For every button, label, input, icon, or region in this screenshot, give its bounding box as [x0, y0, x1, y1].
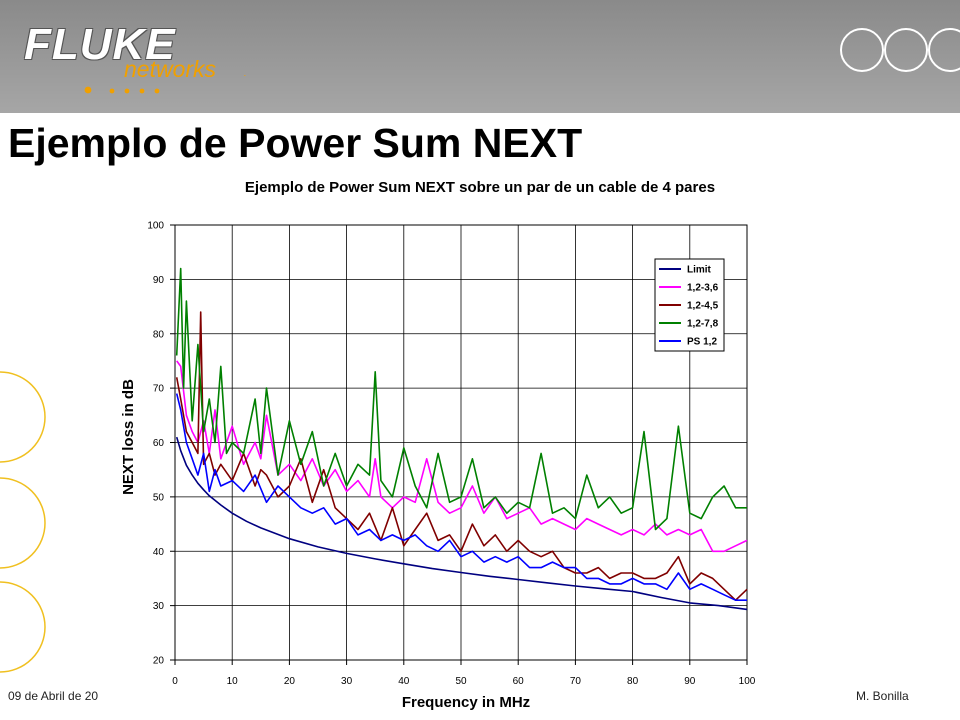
y-tick-label: 50 — [153, 492, 165, 503]
series-line-1-2-4-5 — [175, 311, 748, 602]
plot-series — [175, 267, 748, 611]
axis-ticks: 0 10 20 30 40 50 60 70 80 90 100 20 30 40 50 60 70 80 90 10… — [147, 221, 755, 688]
y-tick-label: 80 — [153, 329, 165, 340]
series-line-limit — [175, 436, 748, 611]
legend-label: 1,2-3,6 — [687, 283, 719, 294]
decorative-arc-icon — [0, 371, 46, 463]
footer-author: M. Bonilla — [856, 689, 909, 703]
logo-mark: . — [244, 68, 247, 78]
y-tick-label: 60 — [153, 438, 165, 449]
fluke-logo: FLUKE — [24, 20, 176, 69]
x-tick-label: 100 — [739, 676, 756, 687]
x-tick-label: 70 — [570, 676, 582, 687]
series-line-ps-1-2 — [175, 393, 747, 602]
series-line-1-2-7-8 — [175, 267, 747, 531]
y-tick-label: 40 — [153, 547, 165, 558]
logo-dots-icon — [84, 86, 160, 94]
footer-date: 09 de Abril de 20 — [8, 689, 99, 703]
x-tick-label: 60 — [513, 676, 525, 687]
x-tick-label: 20 — [284, 676, 296, 687]
page-title: Ejemplo de Power Sum NEXT — [8, 120, 583, 166]
x-axis-label: Frequency in MHz — [402, 694, 530, 711]
y-tick-label: 100 — [147, 221, 164, 232]
chart-title: Ejemplo de Power Sum NEXT sobre un par d… — [245, 179, 715, 196]
x-tick-label: 0 — [172, 676, 178, 687]
y-axis-label: NEXT loss in dB — [120, 379, 137, 495]
y-tick-label: 70 — [153, 384, 165, 395]
legend-label: Limit — [687, 265, 712, 276]
x-tick-label: 50 — [455, 676, 467, 687]
x-tick-label: 30 — [341, 676, 353, 687]
x-tick-label: 90 — [684, 676, 696, 687]
y-tick-label: 30 — [153, 601, 165, 612]
decorative-arc-icon — [0, 581, 46, 673]
legend-label: PS 1,2 — [687, 337, 717, 348]
x-tick-label: 10 — [227, 676, 239, 687]
series-line-1-2-3-6 — [176, 360, 748, 553]
header-circles-icon — [840, 28, 960, 72]
decorative-arc-icon — [0, 477, 46, 569]
networks-logo: networks — [124, 56, 217, 82]
y-tick-label: 20 — [153, 656, 165, 667]
header-bar: FLUKE networks . — [0, 0, 960, 113]
legend-label: 1,2-4,5 — [687, 301, 719, 312]
x-tick-label: 80 — [627, 676, 639, 687]
x-tick-label: 40 — [398, 676, 410, 687]
y-tick-label: 90 — [153, 275, 165, 286]
plot-grid — [174, 224, 748, 661]
legend-label: 1,2-7,8 — [687, 319, 719, 330]
chart-legend: Limit 1,2-3,6 1,2-4,5 1,2-7,8 PS 1,2 — [654, 258, 725, 352]
